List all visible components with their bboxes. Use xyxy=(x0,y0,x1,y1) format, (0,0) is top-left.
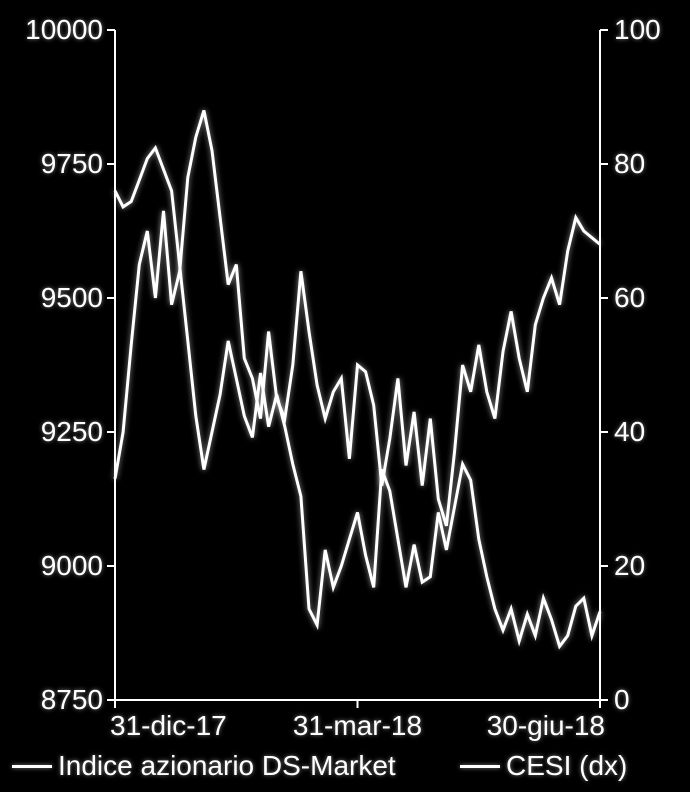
y-right-tick-label: 80 xyxy=(614,148,645,180)
y-right-tick-label: 100 xyxy=(614,14,661,46)
x-tick-label: 31-mar-18 xyxy=(283,710,433,742)
y-right-tick-label: 60 xyxy=(614,282,645,314)
y-left-tick-label: 9500 xyxy=(41,282,103,314)
y-left-tick-label: 9250 xyxy=(41,416,103,448)
x-tick-label: 31-dic-17 xyxy=(110,710,227,742)
chart-container: 8750 9000 9250 9500 9750 10000 0 20 40 60 80 100 31-… xyxy=(0,0,690,792)
y-left-tick-label: 9000 xyxy=(41,550,103,582)
legend-item-cesi: CESI (dx) xyxy=(460,750,627,782)
y-right-tick-label: 0 xyxy=(614,684,630,716)
y-right-tick-label: 20 xyxy=(614,550,645,582)
legend-item-ds-market: Indice azionario DS-Market xyxy=(12,750,396,782)
y-left-tick-label: 10000 xyxy=(25,14,103,46)
y-left-tick-label: 9750 xyxy=(41,148,103,180)
x-tick-label: 30-giu-18 xyxy=(470,710,605,742)
legend-label: CESI (dx) xyxy=(506,750,627,782)
legend-label: Indice azionario DS-Market xyxy=(58,750,396,782)
chart-plot xyxy=(0,0,690,792)
legend-line-icon xyxy=(12,765,52,768)
legend-line-icon xyxy=(460,765,500,768)
y-left-tick-label: 8750 xyxy=(41,684,103,716)
y-right-tick-label: 40 xyxy=(614,416,645,448)
